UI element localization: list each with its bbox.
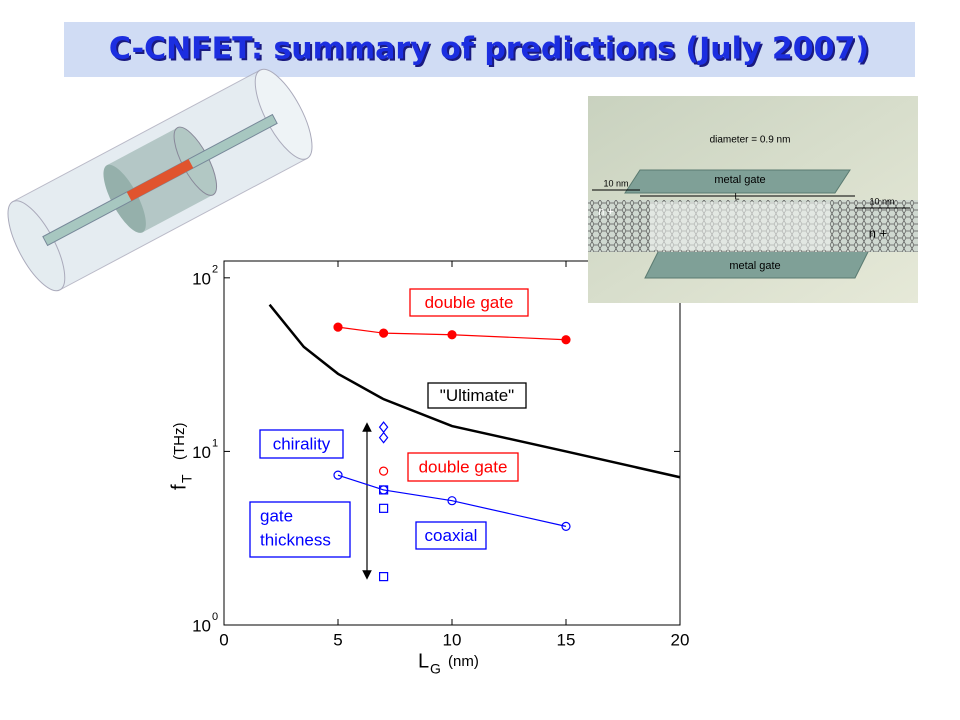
x-tick-label: 5 bbox=[333, 630, 342, 649]
length-label: L bbox=[734, 191, 739, 201]
series-line bbox=[337, 326, 567, 341]
annotation-box bbox=[249, 501, 351, 558]
marker bbox=[379, 503, 389, 513]
marker bbox=[378, 421, 389, 434]
marker bbox=[379, 485, 389, 495]
series-line bbox=[268, 303, 681, 479]
marker bbox=[379, 572, 389, 582]
title: C-CNFET: summary of predictions (July 20… bbox=[109, 32, 869, 67]
annotation-box bbox=[407, 452, 519, 482]
y-tick-exponent: 2 bbox=[212, 264, 218, 276]
x-label-unit: (nm) bbox=[448, 653, 479, 670]
y-tick-label: 10 bbox=[192, 443, 211, 462]
x-tick-label: 10 bbox=[443, 630, 462, 649]
y-tick-exponent: 0 bbox=[212, 611, 218, 623]
length-label: 10 nm bbox=[603, 178, 628, 188]
x-label-subscript: G bbox=[430, 661, 441, 677]
marker bbox=[379, 328, 389, 338]
marker bbox=[333, 322, 343, 332]
annotation: thickness bbox=[260, 530, 331, 549]
y-label-unit: (THz) bbox=[171, 423, 188, 461]
diameter-label: diameter = 0.9 nm bbox=[710, 135, 791, 146]
gate-label: metal gate bbox=[714, 174, 765, 186]
marker bbox=[379, 466, 389, 476]
annotation-box bbox=[259, 429, 344, 459]
gate-label: metal gate bbox=[729, 260, 780, 272]
device-image: diameter = 0.9 nm metal gate metal gate … bbox=[588, 96, 918, 303]
y-tick-label: 10 bbox=[192, 269, 211, 288]
marker bbox=[378, 431, 389, 444]
marker bbox=[561, 521, 571, 531]
series-line bbox=[337, 474, 567, 527]
marker bbox=[561, 335, 571, 345]
y-label: fT (THz) bbox=[168, 423, 194, 491]
title-bar bbox=[64, 22, 915, 77]
annotation-box bbox=[415, 521, 487, 550]
annotation: gate bbox=[260, 506, 293, 525]
y-tick-exponent: 1 bbox=[212, 437, 218, 449]
contact-label: n + bbox=[598, 206, 614, 218]
annotation: coaxial bbox=[425, 526, 478, 545]
x-tick-label: 20 bbox=[671, 630, 690, 649]
x-tick-label: 15 bbox=[557, 630, 576, 649]
contact-label: n + bbox=[869, 225, 887, 240]
annotation: "Ultimate" bbox=[440, 386, 514, 405]
annotation-box bbox=[427, 382, 527, 409]
marker bbox=[447, 496, 457, 506]
y-label-symbol: f bbox=[168, 484, 190, 490]
cylinder-illustration bbox=[7, 68, 313, 292]
x-label: L bbox=[418, 650, 429, 672]
annotation: double gate bbox=[425, 293, 514, 312]
x-tick-label: 0 bbox=[219, 630, 228, 649]
marker bbox=[447, 330, 457, 340]
length-label: 10 nm bbox=[869, 196, 894, 206]
annotation: chirality bbox=[273, 434, 331, 453]
marker bbox=[333, 470, 343, 480]
y-label-subscript: T bbox=[179, 474, 195, 483]
annotation-box bbox=[409, 288, 529, 317]
y-tick-label: 10 bbox=[192, 616, 211, 635]
title-shadow: C-CNFET: summary of predictions (July 20… bbox=[111, 34, 871, 69]
annotation: double gate bbox=[419, 457, 508, 476]
